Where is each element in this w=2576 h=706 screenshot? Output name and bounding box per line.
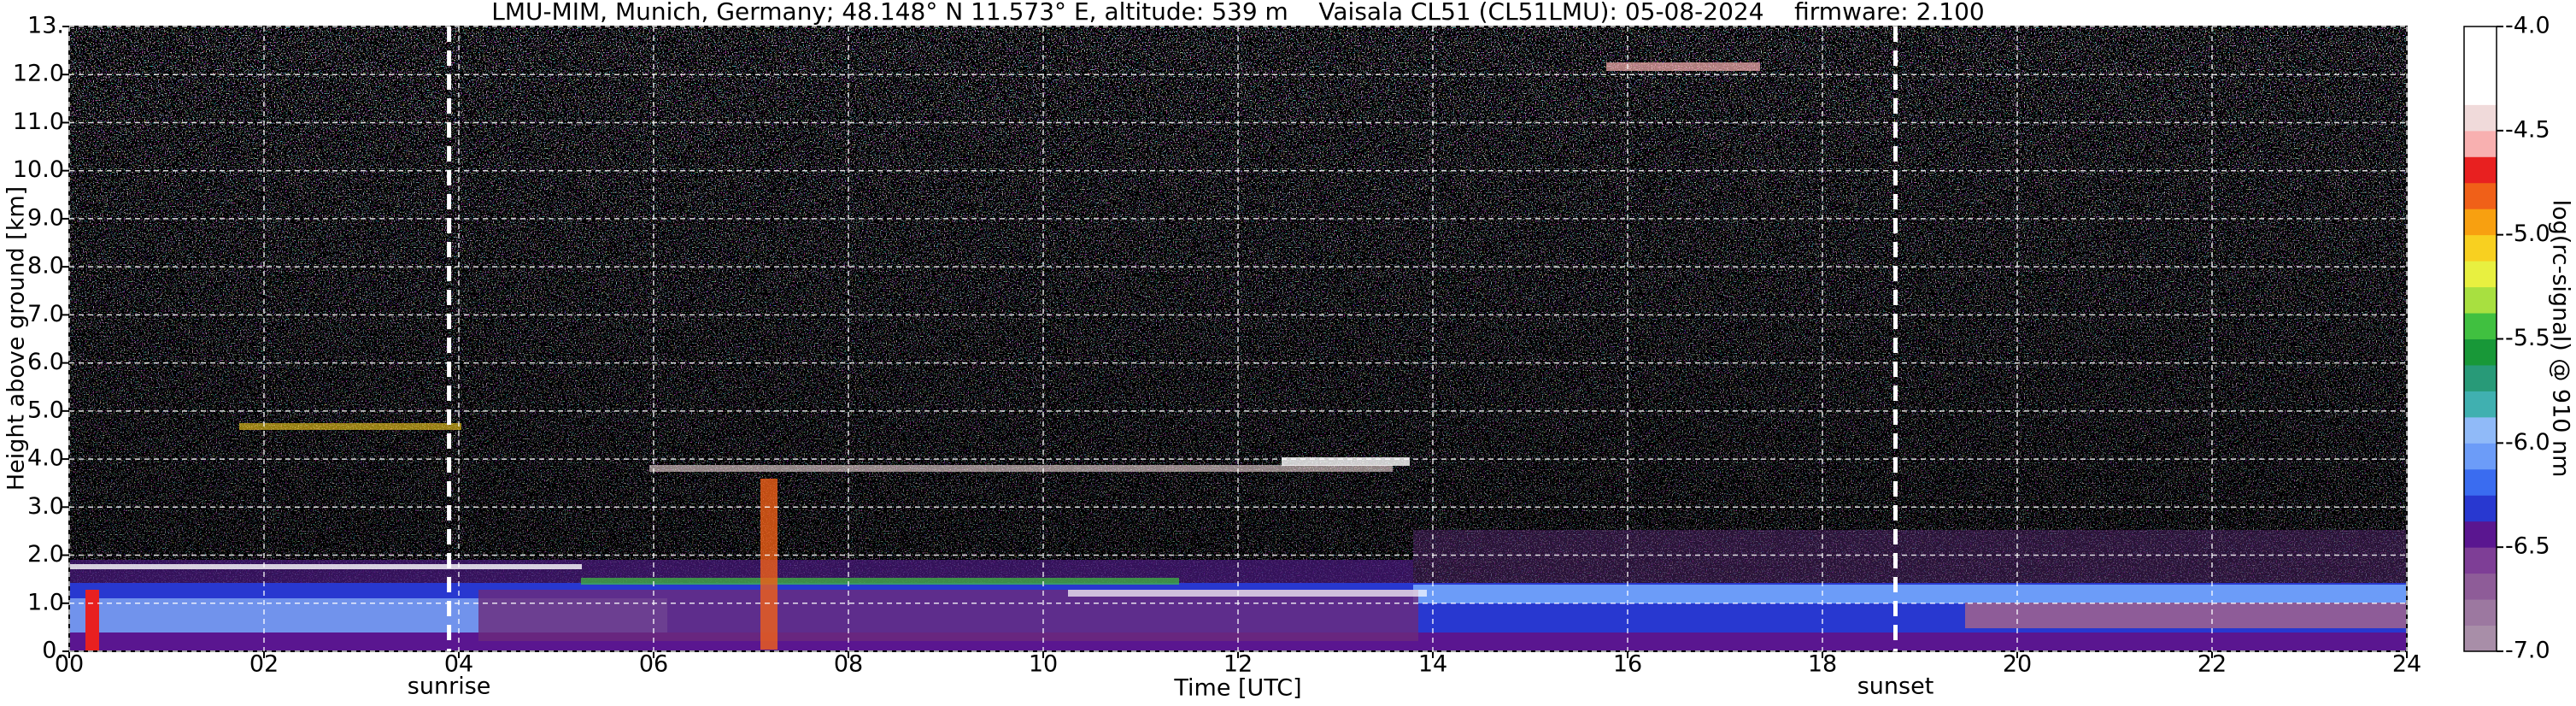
y-tick-label: 7.0	[27, 301, 64, 327]
y-tick-label: 5.0	[27, 397, 64, 423]
x-tick-label: 24	[2392, 651, 2421, 678]
colorbar-segment	[2464, 313, 2497, 339]
colorbar-segment	[2464, 234, 2497, 262]
colorbar-segment	[2464, 599, 2497, 627]
y-tick-label: 13.	[27, 13, 64, 39]
colorbar-tick-label: -4.5	[2505, 116, 2550, 143]
colorbar-segment	[2464, 209, 2497, 236]
colorbar-tick-label: -6.5	[2505, 533, 2550, 560]
colorbar-tick-label: -4.0	[2505, 13, 2550, 39]
colorbar-segment	[2464, 391, 2497, 418]
colorbar-segment	[2464, 443, 2497, 470]
x-tick-label: 22	[2198, 651, 2227, 678]
y-tick-label: 0.	[42, 638, 64, 664]
x-tick-label: 20	[2003, 651, 2032, 678]
colorbar-segment	[2464, 468, 2497, 496]
annotation-label: sunrise	[408, 674, 491, 700]
y-axis-label: Height above ground [km]	[3, 186, 30, 491]
x-tick-label: 10	[1029, 651, 1058, 678]
y-tick-label: 1.0	[27, 589, 64, 615]
colorbar-segment	[2464, 26, 2497, 53]
y-tick-label: 2.0	[27, 541, 64, 568]
colorbar-segment	[2464, 495, 2497, 522]
y-tick-label: 8.0	[27, 253, 64, 279]
y-tick-label: 9.0	[27, 204, 64, 231]
colorbar-segment	[2464, 182, 2497, 209]
colorbar-segment	[2464, 104, 2497, 132]
colorbar-label: log(rc-signal) @ 910 nm	[2548, 200, 2574, 478]
y-tick-label: 11.0	[13, 109, 64, 135]
x-tick-label: 06	[639, 651, 668, 678]
x-tick-label: 16	[1613, 651, 1642, 678]
colorbar-segment	[2464, 521, 2497, 548]
y-tick-label: 4.0	[27, 445, 64, 472]
x-tick-label: 12	[1223, 651, 1253, 678]
x-tick-label: 04	[444, 651, 473, 678]
x-axis-label: Time [UTC]	[1173, 675, 1301, 702]
colorbar-segment	[2464, 547, 2497, 574]
y-tick-label: 12.0	[13, 61, 64, 87]
colorbar-segment	[2464, 156, 2497, 184]
colorbar-segment	[2464, 416, 2497, 444]
annotation-label: sunset	[1857, 674, 1934, 700]
y-tick-label: 3.0	[27, 493, 64, 520]
chart-title: LMU-MIM, Munich, Germany; 48.148° N 11.5…	[491, 0, 1985, 26]
x-tick-label: 00	[55, 651, 84, 678]
y-tick-label: 6.0	[27, 349, 64, 375]
colorbar-tick-label: -5.5	[2505, 325, 2550, 351]
colorbar-segment	[2464, 52, 2497, 79]
colorbar-segment	[2464, 364, 2497, 391]
colorbar-segment	[2464, 573, 2497, 600]
colorbar-segment	[2464, 130, 2497, 157]
colorbar-tick-label: -5.0	[2505, 221, 2550, 247]
colorbar-segment	[2464, 286, 2497, 314]
colorbar-segment	[2464, 78, 2497, 105]
colorbar-segment	[2464, 338, 2497, 366]
colorbar-tick-label: -6.0	[2505, 429, 2550, 456]
y-tick-label: 10.0	[13, 156, 64, 183]
colorbar-segment	[2464, 625, 2497, 652]
colorbar-tick-label: -7.0	[2505, 638, 2550, 664]
x-tick-label: 14	[1418, 651, 1447, 678]
colorbar-segment	[2464, 261, 2497, 288]
x-tick-label: 02	[249, 651, 279, 678]
x-tick-label: 08	[834, 651, 863, 678]
x-tick-label: 18	[1808, 651, 1837, 678]
